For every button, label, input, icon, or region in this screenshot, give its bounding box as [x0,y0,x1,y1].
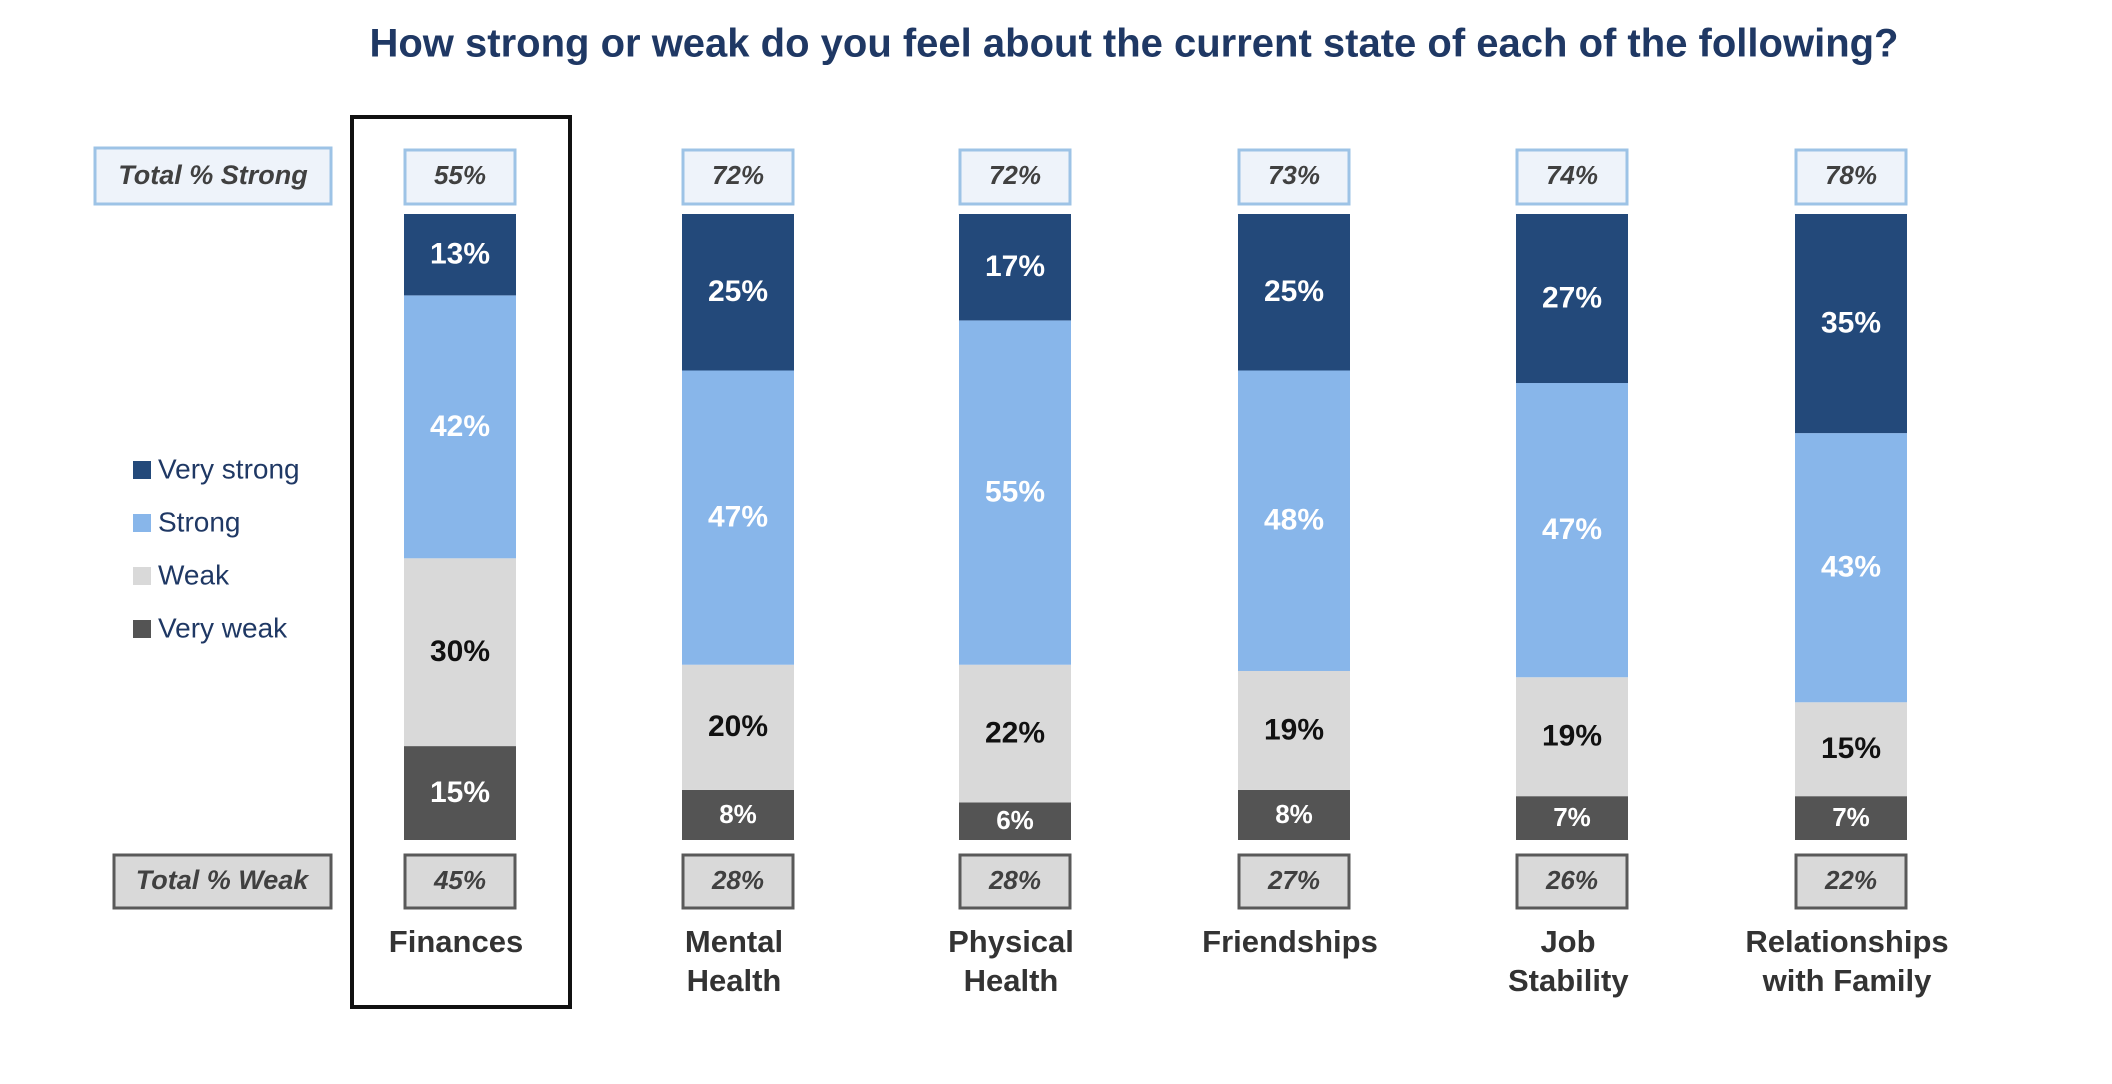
bar-segment [682,370,794,665]
legend-swatch [133,514,151,532]
value-label: 27% [1542,281,1602,314]
bar-segment [959,802,1071,840]
bar-segment [1238,670,1350,790]
category-label: Job Stability [1508,924,1629,998]
value-label: 15% [1821,732,1881,765]
bar-segment [404,746,516,840]
legend-swatch [133,620,151,638]
total-weak-box [112,853,333,910]
value-label: 47% [1542,513,1602,546]
value-label: 22% [985,717,1045,750]
bar-segment [404,214,516,296]
bar-segment [1238,789,1350,840]
bar-segment [1795,796,1907,840]
total-strong-value: 78% [1825,160,1877,190]
total-weak-value: 27% [1267,865,1320,895]
value-label: 35% [1821,306,1881,339]
bar-segment [1516,796,1628,840]
value-label: 7% [1553,802,1591,832]
bar-segment [959,214,1071,321]
value-label: 6% [996,805,1034,835]
bar-segment [404,295,516,559]
bar-segment [1238,370,1350,671]
value-label: 55% [985,475,1045,508]
total-strong-label: Total % Strong [118,160,308,190]
bar-segment [1516,214,1628,384]
bar-segment [682,214,794,371]
value-label: 25% [1264,275,1324,308]
total-weak-label: Total % Weak [136,865,311,895]
bar-segment [1795,702,1907,797]
value-label: 8% [719,799,757,829]
total-weak-box [681,853,795,910]
bar-segment [1516,677,1628,797]
total-strong-box [958,148,1072,206]
total-strong-box [1237,148,1351,206]
total-weak-box [403,853,517,910]
value-label: 19% [1264,713,1324,746]
total-strong-value: 73% [1268,160,1320,190]
category-label: Friendships [1202,924,1378,959]
total-weak-value: 45% [433,865,486,895]
bar-segment [1795,433,1907,703]
total-strong-value: 55% [434,160,486,190]
total-weak-box [1237,853,1351,910]
category-label: Mental Health [684,924,784,998]
bar-segment [404,558,516,747]
total-strong-box [1794,148,1908,206]
value-label: 25% [708,275,768,308]
total-weak-value: 22% [1824,865,1877,895]
total-strong-box [1515,148,1629,206]
value-label: 30% [430,635,490,668]
total-strong-value: 72% [712,160,764,190]
total-weak-box [1515,853,1629,910]
total-strong-box [681,148,795,206]
category-label: Physical Health [948,924,1074,998]
legend-swatch [133,461,151,479]
chart-title: How strong or weak do you feel about the… [369,22,1898,66]
total-weak-box [958,853,1072,910]
total-weak-value: 28% [988,865,1041,895]
bar-segment [1238,214,1350,371]
total-strong-value: 72% [989,160,1041,190]
total-strong-box [93,146,333,206]
total-weak-box [1794,853,1908,910]
legend-label: Very weak [158,612,288,643]
bar-segment [959,664,1071,803]
value-label: 42% [430,410,490,443]
value-label: 19% [1542,720,1602,753]
legend-label: Very strong [158,453,300,484]
bar-segment [682,789,794,840]
bar-segment [1795,214,1907,434]
highlight-frame [350,115,572,1009]
bar-segment [1516,383,1628,678]
value-label: 15% [430,776,490,809]
category-label: Finances [388,924,524,959]
total-strong-box [403,148,517,206]
value-label: 47% [708,501,768,534]
value-label: 17% [985,250,1045,283]
value-label: 8% [1275,799,1313,829]
legend-swatch [133,567,151,585]
legend-label: Strong [158,506,241,537]
total-weak-value: 28% [711,865,764,895]
value-label: 48% [1264,504,1324,537]
value-label: 13% [430,238,490,271]
value-label: 7% [1832,802,1870,832]
legend-label: Weak [158,559,230,590]
value-label: 20% [708,710,768,743]
bar-segment [682,664,794,790]
category-label: Relationships with Family [1745,924,1949,998]
total-weak-value: 26% [1545,865,1598,895]
value-label: 43% [1821,551,1881,584]
total-strong-value: 74% [1546,160,1598,190]
bar-segment [959,320,1071,665]
